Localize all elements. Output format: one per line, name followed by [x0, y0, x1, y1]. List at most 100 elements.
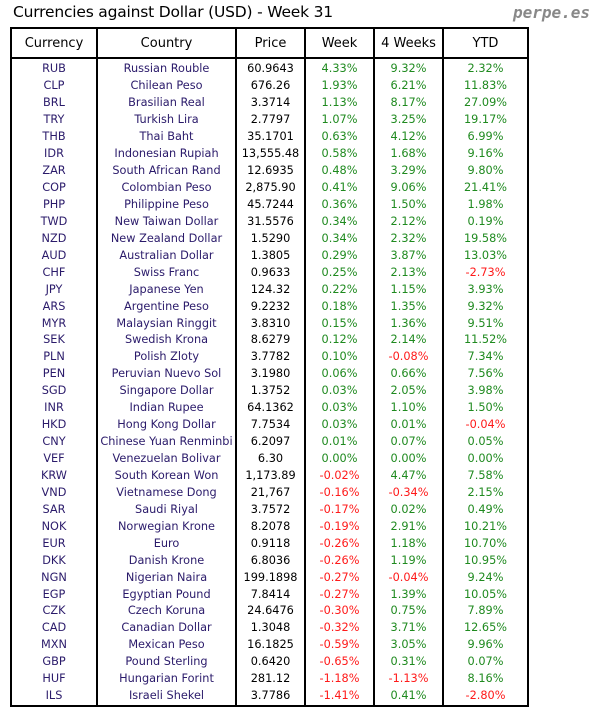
four-weeks-change: 0.41%: [373, 687, 444, 706]
table-row: EUR Euro 0.9118 -0.26% 1.18% 10.70%: [10, 535, 529, 553]
price: 64.1362: [235, 399, 306, 417]
brand-logo: perpe.es: [512, 3, 590, 22]
week-change: 0.03%: [304, 399, 375, 417]
week-change: 1.07%: [304, 111, 375, 129]
ytd-change: 13.03%: [442, 247, 529, 265]
week-change: 0.48%: [304, 162, 375, 180]
currency-code: GBP: [10, 653, 98, 671]
four-weeks-change: 9.32%: [373, 58, 444, 78]
currency-code: JPY: [10, 281, 98, 299]
four-weeks-change: 2.32%: [373, 230, 444, 248]
currency-code: SGD: [10, 382, 98, 400]
country-name: Brasilian Real: [96, 94, 237, 112]
country-name: Hong Kong Dollar: [96, 416, 237, 434]
currency-code: DKK: [10, 552, 98, 570]
four-weeks-change: 3.05%: [373, 636, 444, 654]
price: 12.6935: [235, 162, 306, 180]
header-row: Currency Country Price Week 4 Weeks YTD: [10, 27, 529, 59]
header-week: Week: [304, 27, 375, 59]
country-name: New Zealand Dollar: [96, 230, 237, 248]
price: 9.2232: [235, 298, 306, 316]
currency-code: ILS: [10, 687, 98, 706]
ytd-change: 7.89%: [442, 603, 529, 620]
country-name: Chilean Peso: [96, 77, 237, 95]
ytd-change: 0.19%: [442, 213, 529, 231]
table-body: RUB Russian Rouble 60.9643 4.33% 9.32% 2.32% C…: [10, 58, 529, 706]
table-row: ARS Argentine Peso 9.2232 0.18% 1.35% 9.32%: [10, 298, 529, 316]
four-weeks-change: 2.12%: [373, 213, 444, 231]
table-row: THB Thai Baht 35.1701 0.63% 4.12% 6.99%: [10, 128, 529, 146]
header-currency: Currency: [10, 27, 98, 59]
table-row: BRL Brasilian Real 3.3714 1.13% 8.17% 27.09%: [10, 94, 529, 112]
ytd-change: 2.32%: [442, 58, 529, 78]
country-name: Turkish Lira: [96, 111, 237, 129]
week-change: 0.41%: [304, 179, 375, 197]
week-change: 0.34%: [304, 230, 375, 248]
currency-code: COP: [10, 179, 98, 197]
currency-code: VEF: [10, 450, 98, 468]
country-name: Japanese Yen: [96, 281, 237, 299]
table-row: EGP Egyptian Pound 7.8414 -0.27% 1.39% 10.05%: [10, 586, 529, 603]
currency-code: HUF: [10, 670, 98, 688]
country-name: Saudi Riyal: [96, 501, 237, 519]
price: 1.5290: [235, 230, 306, 248]
ytd-change: 21.41%: [442, 179, 529, 197]
table-row: VEF Venezuelan Bolivar 6.30 0.00% 0.00% 0.00%: [10, 450, 529, 468]
currency-code: EGP: [10, 586, 98, 603]
four-weeks-change: 0.07%: [373, 433, 444, 451]
currency-code: VND: [10, 484, 98, 502]
week-change: 0.10%: [304, 348, 375, 366]
price: 0.9633: [235, 264, 306, 282]
week-change: 0.18%: [304, 298, 375, 316]
four-weeks-change: 1.36%: [373, 315, 444, 332]
price: 13,555.48: [235, 145, 306, 163]
week-change: -0.26%: [304, 552, 375, 570]
currency-code: TWD: [10, 213, 98, 231]
ytd-change: 0.07%: [442, 653, 529, 671]
four-weeks-change: 2.14%: [373, 332, 444, 349]
ytd-change: -2.80%: [442, 687, 529, 706]
currency-code: PLN: [10, 348, 98, 366]
price: 124.32: [235, 281, 306, 299]
country-name: Indian Rupee: [96, 399, 237, 417]
ytd-change: 2.15%: [442, 484, 529, 502]
table-row: PEN Peruvian Nuevo Sol 3.1980 0.06% 0.66% 7.5…: [10, 365, 529, 383]
ytd-change: 7.34%: [442, 348, 529, 366]
four-weeks-change: 1.18%: [373, 535, 444, 553]
week-change: 1.93%: [304, 77, 375, 95]
week-change: -0.16%: [304, 484, 375, 502]
table-row: MYR Malaysian Ringgit 3.8310 0.15% 1.36% 9.51…: [10, 315, 529, 332]
four-weeks-change: 1.10%: [373, 399, 444, 417]
country-name: Swiss Franc: [96, 264, 237, 282]
table-row: GBP Pound Sterling 0.6420 -0.65% 0.31% 0.07%: [10, 653, 529, 671]
week-change: 0.06%: [304, 365, 375, 383]
country-name: Czech Koruna: [96, 603, 237, 620]
country-name: Chinese Yuan Renminbi: [96, 433, 237, 451]
table-row: TRY Turkish Lira 2.7797 1.07% 3.25% 19.17%: [10, 111, 529, 129]
week-change: -0.17%: [304, 501, 375, 519]
country-name: South Korean Won: [96, 467, 237, 485]
week-change: -0.32%: [304, 619, 375, 637]
price: 24.6476: [235, 603, 306, 620]
four-weeks-change: 3.29%: [373, 162, 444, 180]
currency-code: PHP: [10, 196, 98, 214]
price: 199.1898: [235, 569, 306, 587]
four-weeks-change: 0.66%: [373, 365, 444, 383]
four-weeks-change: 0.00%: [373, 450, 444, 468]
ytd-change: 11.52%: [442, 332, 529, 349]
table-row: RUB Russian Rouble 60.9643 4.33% 9.32% 2.32%: [10, 58, 529, 78]
price: 281.12: [235, 670, 306, 688]
table-row: IDR Indonesian Rupiah 13,555.48 0.58% 1.68% 9…: [10, 145, 529, 163]
table-row: HKD Hong Kong Dollar 7.7534 0.03% 0.01% -0.04…: [10, 416, 529, 434]
ytd-change: 6.99%: [442, 128, 529, 146]
ytd-change: 1.98%: [442, 196, 529, 214]
currency-code: CNY: [10, 433, 98, 451]
four-weeks-change: 4.12%: [373, 128, 444, 146]
country-name: Swedish Krona: [96, 332, 237, 349]
country-name: Mexican Peso: [96, 636, 237, 654]
price: 3.7786: [235, 687, 306, 706]
four-weeks-change: -0.34%: [373, 484, 444, 502]
currency-code: CHF: [10, 264, 98, 282]
price: 6.8036: [235, 552, 306, 570]
price: 0.9118: [235, 535, 306, 553]
